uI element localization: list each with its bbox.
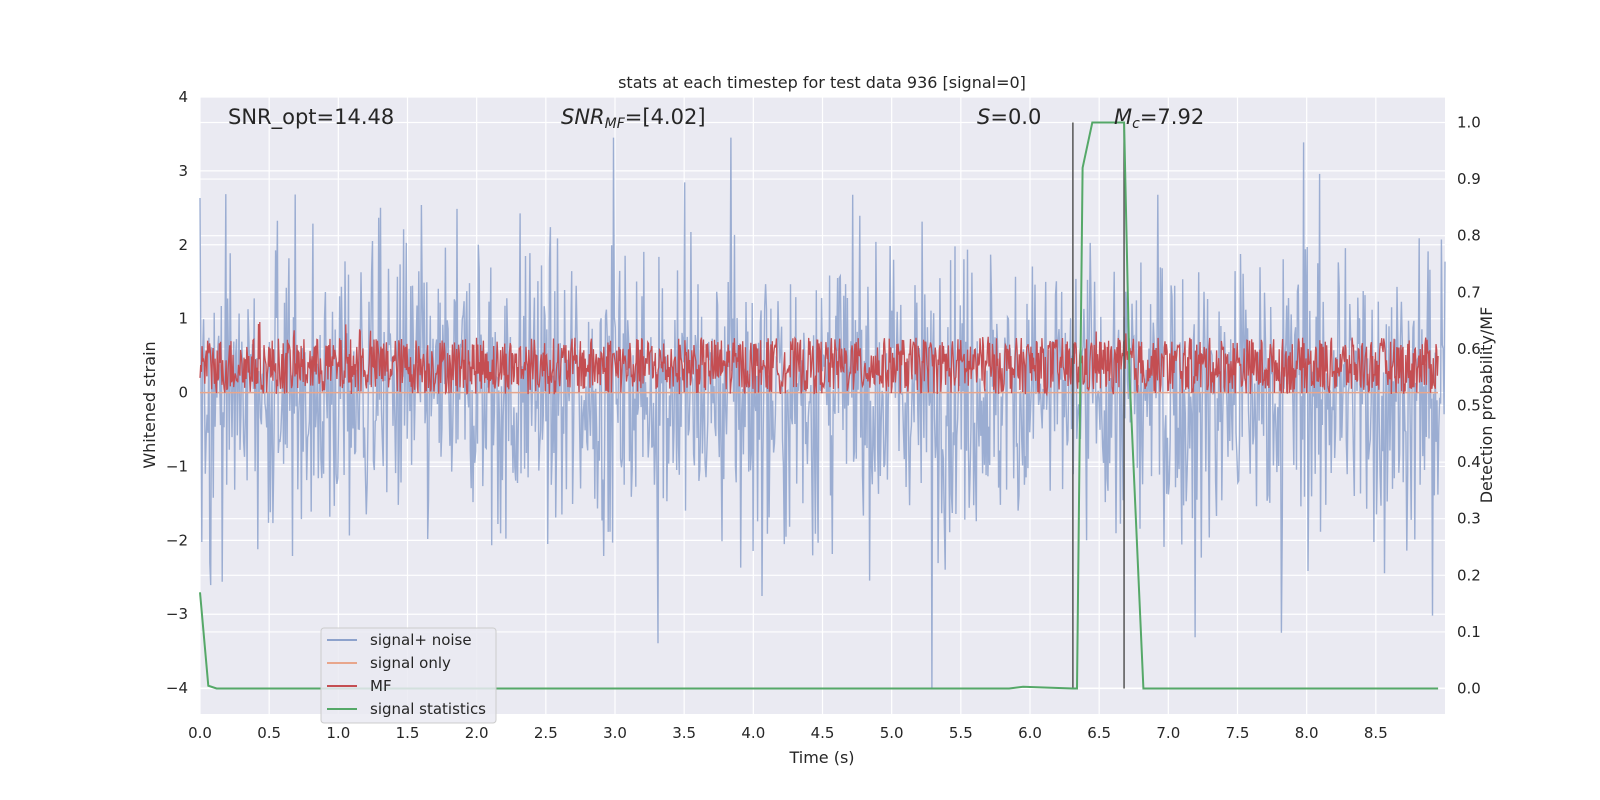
annotation-snr-mf-main: SNR bbox=[561, 105, 605, 129]
y-tick-label-left: −1 bbox=[166, 457, 188, 475]
y-tick-label-right: 0.5 bbox=[1457, 397, 1481, 415]
annotation-snr-opt: SNR_opt=14.48 bbox=[228, 105, 394, 130]
y-tick-label-left: 1 bbox=[178, 310, 188, 328]
x-tick-label: 4.0 bbox=[741, 724, 765, 742]
x-tick-label: 5.5 bbox=[949, 724, 973, 742]
y-tick-label-left: −2 bbox=[166, 531, 188, 549]
annotation-s-value: =0.0 bbox=[990, 105, 1041, 129]
y-tick-label-left: 2 bbox=[178, 236, 188, 254]
mf-series bbox=[199, 321, 1439, 397]
y-tick-label-right: 0.0 bbox=[1457, 680, 1481, 698]
y-tick-label-right: 1.0 bbox=[1457, 113, 1481, 131]
x-tick-label: 8.5 bbox=[1364, 724, 1388, 742]
right-y-tick-labels: 0.0 0.1 0.2 0.3 0.4 0.5 0.6 0.7 0.8 0.9 1.0 bbox=[1457, 113, 1481, 697]
signal-plus-noise-line bbox=[199, 137, 1446, 689]
x-tick-label: 5.0 bbox=[880, 724, 904, 742]
grid bbox=[199, 96, 1445, 714]
y-tick-label-right: 0.6 bbox=[1457, 340, 1481, 358]
annotation-mc-sub: c bbox=[1132, 116, 1140, 132]
x-tick-label: 3.0 bbox=[603, 724, 627, 742]
legend-label-noise: signal+ noise bbox=[370, 631, 472, 649]
annotation-s-main: S bbox=[977, 105, 990, 129]
x-tick-label: 7.5 bbox=[1226, 724, 1250, 742]
annotation-s: S=0.0 bbox=[977, 105, 1041, 129]
y-tick-label-right: 0.3 bbox=[1457, 510, 1481, 528]
x-axis-label: Time (s) bbox=[788, 748, 854, 767]
y-tick-label-left: 0 bbox=[178, 384, 188, 402]
y-tick-label-right: 0.8 bbox=[1457, 227, 1481, 245]
y-tick-label-left: 4 bbox=[178, 88, 188, 106]
x-tick-label: 6.0 bbox=[1018, 724, 1042, 742]
y-tick-label-right: 0.1 bbox=[1457, 623, 1481, 641]
x-tick-label: 8.0 bbox=[1295, 724, 1319, 742]
x-tick-label: 0.5 bbox=[257, 724, 281, 742]
annotation-snr-mf: SNRMF=[4.02] bbox=[561, 105, 706, 132]
annotation-snr-mf-value: =[4.02] bbox=[625, 105, 706, 129]
annotation-mc: Mc=7.92 bbox=[1114, 105, 1204, 132]
annotation-mc-main: M bbox=[1114, 105, 1132, 129]
chart-title: stats at each timestep for test data 936… bbox=[618, 73, 1026, 92]
legend-box bbox=[320, 627, 497, 724]
x-tick-label: 4.5 bbox=[811, 724, 835, 742]
y-tick-label-left: −4 bbox=[166, 679, 188, 697]
x-tick-labels: 0.0 0.5 1.0 1.5 2.0 2.5 3.0 3.5 4.0 4.5 5.0 5.5 6.0 6… bbox=[188, 724, 1388, 742]
x-tick-label: 0.0 bbox=[188, 724, 212, 742]
y-tick-label-left: 3 bbox=[178, 162, 188, 180]
legend-label-mf: MF bbox=[370, 677, 392, 695]
x-tick-label: 2.5 bbox=[534, 724, 558, 742]
y-tick-label-left: −3 bbox=[166, 605, 188, 623]
y-axis-label-right: Detection probability/MF bbox=[1477, 307, 1496, 504]
x-tick-label: 7.0 bbox=[1156, 724, 1180, 742]
y-tick-label-right: 0.9 bbox=[1457, 170, 1481, 188]
annotation-mc-value: =7.92 bbox=[1140, 105, 1204, 129]
legend: signal+ noise signal only MF signal stat… bbox=[320, 627, 497, 724]
vertical-markers bbox=[1072, 122, 1125, 689]
y-tick-label-right: 0.7 bbox=[1457, 283, 1481, 301]
y-axis-label-left: Whitened strain bbox=[140, 341, 159, 468]
x-tick-label: 3.5 bbox=[672, 724, 696, 742]
y-tick-label-right: 0.2 bbox=[1457, 566, 1481, 584]
annotation-snr-mf-sub: MF bbox=[605, 116, 626, 132]
x-tick-label: 1.0 bbox=[326, 724, 350, 742]
legend-label-signal-statistics: signal statistics bbox=[370, 700, 486, 718]
legend-label-signal-only: signal only bbox=[370, 654, 451, 672]
mf-line bbox=[199, 321, 1439, 397]
x-tick-label: 2.0 bbox=[465, 724, 489, 742]
x-tick-label: 1.5 bbox=[396, 724, 420, 742]
signal-plus-noise-series bbox=[199, 137, 1446, 689]
x-tick-label: 6.5 bbox=[1087, 724, 1111, 742]
left-y-tick-labels: −4 −3 −2 −1 0 1 2 3 4 bbox=[166, 88, 188, 697]
y-tick-label-right: 0.4 bbox=[1457, 453, 1481, 471]
